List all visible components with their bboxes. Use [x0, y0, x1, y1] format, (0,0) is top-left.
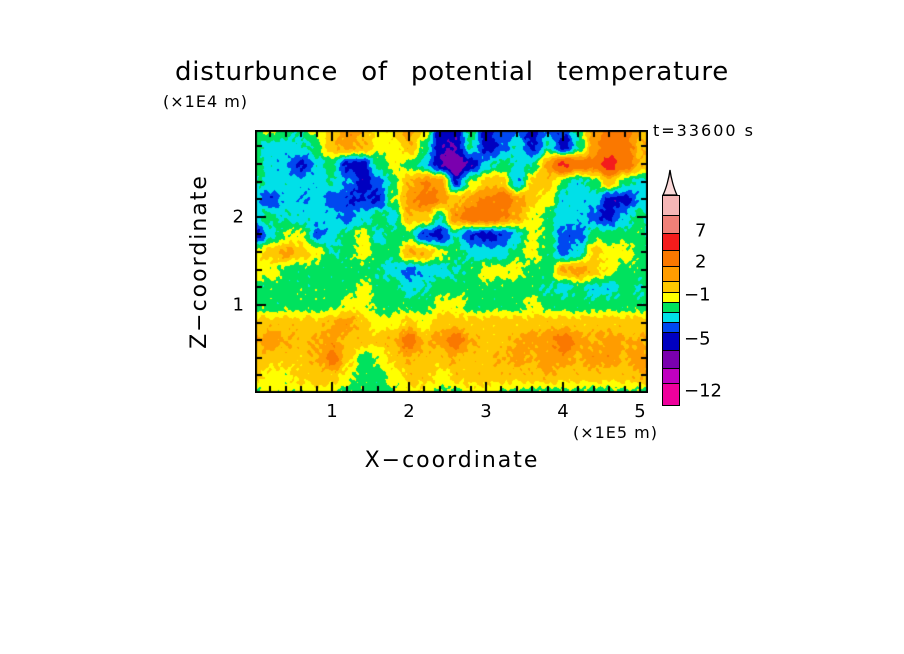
colorbar-segment: [663, 266, 679, 281]
time-annotation: t=33600 s: [653, 121, 755, 140]
colorbar-segment: [663, 332, 679, 350]
colorbar-segment: [663, 250, 679, 266]
y-axis-units-label: (×1E4 m): [163, 92, 249, 111]
colorbar-segment: [663, 383, 679, 405]
colorbar: [662, 195, 680, 406]
x-axis-tick-labels: 1 2 3 4 5: [255, 401, 648, 423]
colorbar-label: 7: [695, 220, 707, 242]
colorbar-label: −12: [684, 380, 722, 402]
colorbar-segment: [663, 322, 679, 332]
colorbar-segment: [663, 302, 679, 312]
colorbar-label: −5: [684, 328, 711, 350]
colorbar-segment: [663, 196, 679, 215]
colorbar-segment: [663, 233, 679, 250]
colorbar-segment: [663, 281, 679, 292]
plot-area: [255, 130, 648, 393]
x-tick-label: 1: [326, 401, 338, 422]
colorbar-segment: [663, 368, 679, 383]
colorbar-label: 2: [695, 251, 707, 273]
y-tick-label: 2: [232, 206, 244, 228]
x-tick-label: 5: [634, 401, 646, 422]
chart-title: disturbunce of potential temperature: [174, 57, 730, 87]
colorbar-label: −1: [684, 284, 711, 306]
colorbar-labels: 7 2 −1 −5 −12: [684, 169, 744, 409]
heatmap-canvas: [255, 130, 648, 393]
colorbar-segment: [663, 215, 679, 233]
colorbar-segment: [663, 292, 679, 302]
colorbar-segment: [663, 312, 679, 322]
x-axis-units-label: (×1E5 m): [572, 423, 658, 442]
y-axis-title: Z−coordinate: [186, 174, 212, 349]
x-axis-title: X−coordinate: [364, 448, 540, 473]
colorbar-segment: [663, 350, 679, 368]
colorbar-arrow-icon: [662, 169, 678, 196]
x-tick-label: 2: [403, 401, 415, 422]
x-tick-label: 3: [480, 401, 492, 422]
x-tick-label: 4: [557, 401, 569, 422]
y-tick-label: 1: [232, 294, 244, 316]
